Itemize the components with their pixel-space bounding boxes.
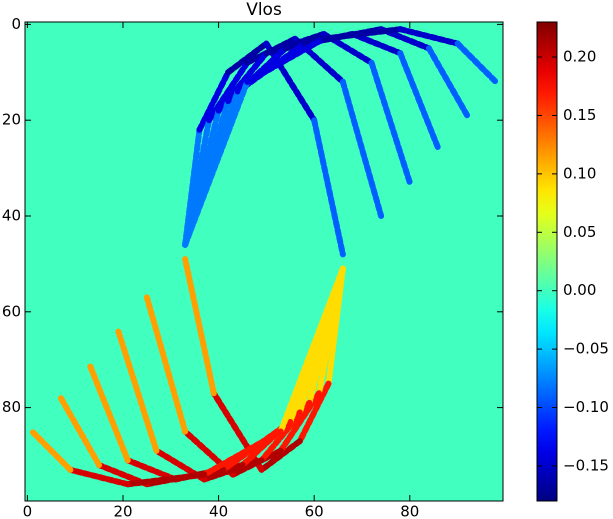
trace-segment xyxy=(277,390,322,454)
trace-segment xyxy=(277,265,346,435)
colorbar-tick-label: 0.10 xyxy=(563,164,596,182)
trace-segment xyxy=(115,327,160,454)
trace-segment xyxy=(86,361,131,464)
colorbar xyxy=(536,21,558,502)
trace-segment xyxy=(67,466,131,488)
trace-segment xyxy=(201,428,284,478)
trace-segment xyxy=(425,45,471,119)
colorbar-tick-label: 0.20 xyxy=(563,48,596,66)
colorbar-tick-label: 0.15 xyxy=(563,106,596,124)
trace-segment xyxy=(244,35,327,85)
trace-segment xyxy=(397,50,442,152)
y-tick-label: 0 xyxy=(11,15,21,33)
x-tick-label: 40 xyxy=(209,503,228,519)
colorbar-tick-label: −0.15 xyxy=(563,456,609,474)
plot-frame xyxy=(24,21,504,502)
x-tick-label: 20 xyxy=(113,503,132,519)
trace-segment xyxy=(182,256,217,397)
trace-segment xyxy=(296,380,332,445)
colorbar-tick-label: −0.10 xyxy=(563,398,609,416)
y-tick-label: 20 xyxy=(2,111,21,129)
trace-segment xyxy=(397,26,461,47)
y-tick-label: 60 xyxy=(2,302,21,320)
chart-title: Vlos xyxy=(246,0,282,20)
trace-segment xyxy=(29,428,74,473)
trace-segment xyxy=(124,471,208,488)
trace-segment xyxy=(320,26,404,42)
y-tick-label: 40 xyxy=(2,206,21,224)
x-tick-label: 80 xyxy=(400,503,419,519)
x-tick-label: 0 xyxy=(23,503,33,519)
trace-segment xyxy=(196,69,232,133)
trace-segment xyxy=(258,438,303,473)
trace-segment xyxy=(206,59,251,124)
colorbar-tick-label: 0.05 xyxy=(563,223,596,241)
trace-segment xyxy=(339,78,385,219)
trace-segment xyxy=(311,117,346,258)
trace-segment xyxy=(454,40,499,85)
x-tick-label: 60 xyxy=(305,503,324,519)
trace-segment xyxy=(57,395,103,469)
trace-segment xyxy=(368,59,413,186)
trace-segment xyxy=(143,294,189,435)
colorbar-tick-label: −0.05 xyxy=(563,340,609,358)
background xyxy=(25,22,503,501)
trace-segment xyxy=(225,40,270,76)
y-tick-label: 80 xyxy=(2,398,21,416)
trace-segment xyxy=(182,78,251,248)
colorbar-tick-label: 0.00 xyxy=(563,281,596,299)
